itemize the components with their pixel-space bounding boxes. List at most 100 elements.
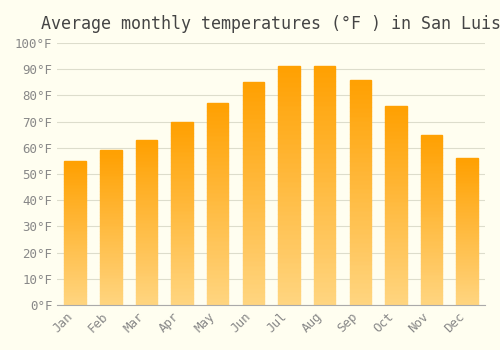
Bar	[136, 166, 157, 170]
Bar	[172, 166, 193, 169]
Bar	[64, 271, 86, 273]
Bar	[456, 293, 478, 296]
Bar	[385, 194, 406, 197]
Bar	[421, 257, 442, 261]
Bar	[278, 229, 299, 233]
Bar	[350, 260, 371, 265]
Bar	[100, 160, 122, 163]
Bar	[242, 274, 264, 278]
Bar	[100, 215, 122, 218]
Bar	[456, 234, 478, 238]
Bar	[456, 220, 478, 223]
Bar	[136, 229, 157, 232]
Bar	[136, 272, 157, 275]
Bar	[278, 162, 299, 167]
Bar	[100, 203, 122, 206]
Bar	[172, 144, 193, 147]
Bar	[136, 288, 157, 292]
Bar	[421, 264, 442, 267]
Bar	[136, 156, 157, 160]
Bar	[456, 182, 478, 185]
Bar	[136, 216, 157, 219]
Bar	[421, 261, 442, 264]
Bar	[350, 156, 371, 161]
Bar	[350, 192, 371, 197]
Bar	[242, 247, 264, 252]
Bar	[385, 197, 406, 202]
Bar	[421, 152, 442, 155]
Bar	[172, 213, 193, 217]
Bar	[207, 208, 229, 212]
Bar	[64, 273, 86, 276]
Bar	[64, 173, 86, 175]
Bar	[242, 113, 264, 118]
Bar	[314, 162, 336, 167]
Bar	[64, 184, 86, 187]
Bar	[207, 176, 229, 180]
Bar	[242, 154, 264, 158]
Bar	[456, 158, 478, 161]
Bar	[350, 93, 371, 98]
Bar	[314, 291, 336, 295]
Bar	[278, 186, 299, 190]
Bar	[172, 158, 193, 162]
Bar	[314, 186, 336, 190]
Bar	[314, 167, 336, 172]
Bar	[64, 204, 86, 207]
Bar	[421, 244, 442, 247]
Bar	[385, 162, 406, 166]
Bar	[278, 85, 299, 90]
Bar	[207, 285, 229, 289]
Bar	[314, 128, 336, 133]
Bar	[64, 245, 86, 247]
Bar	[350, 84, 371, 89]
Bar	[350, 219, 371, 224]
Bar	[64, 236, 86, 239]
Bar	[385, 182, 406, 186]
Bar	[64, 201, 86, 204]
Bar	[278, 257, 299, 262]
Bar	[385, 146, 406, 150]
Bar	[207, 228, 229, 232]
Bar	[64, 213, 86, 216]
Bar	[207, 180, 229, 184]
Bar	[456, 158, 478, 305]
Bar	[172, 232, 193, 235]
Bar	[278, 248, 299, 253]
Bar	[421, 251, 442, 254]
Bar	[100, 163, 122, 166]
Title: Average monthly temperatures (°F ) in San Luis: Average monthly temperatures (°F ) in Sa…	[41, 15, 500, 33]
Bar	[278, 66, 299, 305]
Bar	[421, 271, 442, 274]
Bar	[100, 280, 122, 284]
Bar	[136, 275, 157, 279]
Bar	[278, 114, 299, 119]
Bar	[278, 133, 299, 138]
Bar	[350, 265, 371, 269]
Bar	[242, 176, 264, 180]
Bar	[242, 158, 264, 162]
Bar	[385, 249, 406, 253]
Bar	[172, 220, 193, 224]
Bar	[314, 148, 336, 152]
Bar	[100, 150, 122, 153]
Bar	[421, 206, 442, 210]
Bar	[242, 105, 264, 109]
Bar	[350, 224, 371, 229]
Bar	[242, 122, 264, 127]
Bar	[421, 278, 442, 281]
Bar	[207, 232, 229, 236]
Bar	[385, 174, 406, 177]
Bar	[314, 124, 336, 128]
Bar	[242, 180, 264, 185]
Bar	[350, 165, 371, 170]
Bar	[136, 147, 157, 150]
Bar	[100, 222, 122, 225]
Bar	[172, 133, 193, 136]
Bar	[64, 210, 86, 213]
Bar	[100, 218, 122, 222]
Bar	[207, 216, 229, 220]
Bar	[421, 237, 442, 240]
Bar	[278, 148, 299, 152]
Bar	[350, 229, 371, 233]
